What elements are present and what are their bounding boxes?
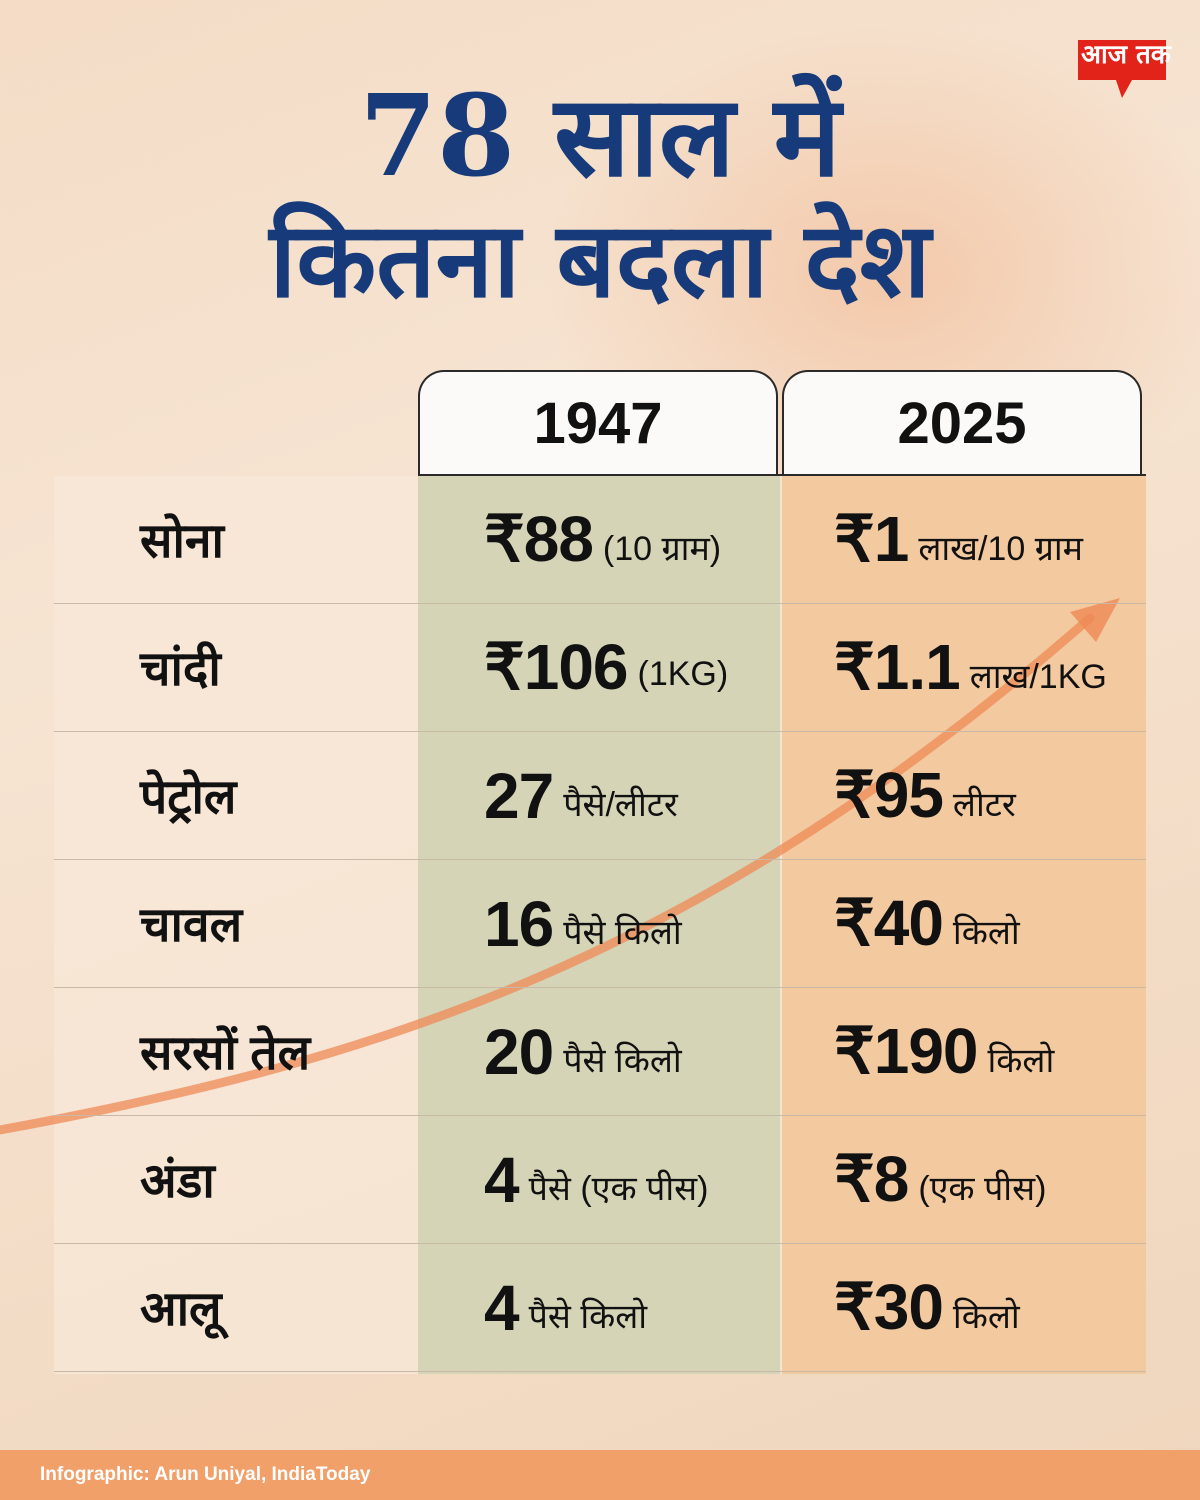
price-1947: 27 पैसे/लीटर	[484, 732, 678, 859]
price-2025-value: ₹8	[834, 1143, 909, 1215]
logo-badge-icon	[1078, 40, 1166, 98]
page-title-line2: कितना बदला देश	[269, 198, 931, 321]
price-1947: 4 पैसे (एक पीस)	[484, 1116, 708, 1243]
price-1947-unit: पैसे किलो	[563, 913, 682, 952]
page-title-line1: 78 साल में	[359, 71, 841, 202]
price-1947-value: ₹106	[484, 631, 628, 703]
price-1947-unit: पैसे किलो	[528, 1297, 648, 1336]
item-label: चावल	[140, 899, 243, 952]
price-2025: ₹8 (एक पीस)	[834, 1116, 1046, 1243]
item-label: अंडा	[140, 1155, 215, 1208]
price-2025-unit: लाख/10 ग्राम	[918, 529, 1084, 568]
column-separator	[780, 476, 782, 1374]
table-row: पेट्रोल 27 पैसे/लीटर ₹95 लीटर	[54, 732, 1146, 860]
table-row: सरसों तेल 20 पैसे किलो ₹190 किलो	[54, 988, 1146, 1116]
price-2025: ₹95 लीटर	[834, 732, 1016, 859]
price-1947: 16 पैसे किलो	[484, 860, 682, 987]
table-row: आलू 4 पैसे किलो ₹30 किलो	[54, 1244, 1146, 1372]
aajtak-logo: आज तक	[1072, 34, 1172, 104]
table-row: अंडा 4 पैसे (एक पीस) ₹8 (एक पीस)	[54, 1116, 1146, 1244]
price-2025-unit: (एक पीस)	[918, 1169, 1047, 1208]
price-2025-value: ₹1.1	[834, 631, 961, 703]
price-1947: 20 पैसे किलो	[484, 988, 682, 1115]
price-1947-value: 16	[484, 887, 554, 960]
table-row: चावल 16 पैसे किलो ₹40 किलो	[54, 860, 1146, 988]
footer-bar: Infographic: Arun Uniyal, IndiaToday	[0, 1450, 1200, 1500]
logo-text: आज तक	[1081, 40, 1171, 70]
price-2025-unit: लाख/1KG	[969, 657, 1107, 696]
column-header-2025: 2025	[782, 370, 1142, 474]
price-2025: ₹190 किलो	[834, 988, 1054, 1115]
column-1947-bg	[418, 476, 780, 1374]
table-row: सोना ₹88 (10 ग्राम) ₹1 लाख/10 ग्राम	[54, 476, 1146, 604]
price-2025: ₹1 लाख/10 ग्राम	[834, 476, 1083, 603]
item-label: चांदी	[140, 643, 221, 696]
item-label: पेट्रोल	[140, 771, 237, 824]
price-2025-value: ₹1	[834, 503, 909, 575]
price-1947-unit: (10 ग्राम)	[602, 529, 722, 568]
item-label: आलू	[140, 1283, 222, 1336]
price-2025-value: ₹190	[834, 1015, 978, 1087]
price-1947-unit: पैसे किलो	[563, 1041, 682, 1080]
table-row: चांदी ₹106 (1KG) ₹1.1 लाख/1KG	[54, 604, 1146, 732]
price-1947-unit: पैसे (एक पीस)	[528, 1169, 709, 1208]
label-column-bg	[54, 476, 418, 1374]
price-1947-value: 4	[484, 1271, 520, 1344]
price-1947-value: 4	[484, 1143, 520, 1216]
price-2025: ₹40 किलो	[834, 860, 1020, 987]
price-1947: ₹106 (1KG)	[484, 604, 728, 731]
column-header-1947: 1947	[418, 370, 778, 474]
price-2025-unit: किलो	[952, 913, 1020, 952]
price-2025-value: ₹95	[834, 759, 944, 831]
header-divider	[418, 474, 1146, 476]
price-2025-value: ₹40	[834, 887, 944, 959]
price-1947-value: 27	[484, 759, 554, 832]
price-1947-value: 20	[484, 1015, 554, 1088]
price-1947: ₹88 (10 ग्राम)	[484, 476, 721, 603]
price-1947: 4 पैसे किलो	[484, 1244, 647, 1371]
price-2025-unit: किलो	[987, 1041, 1055, 1080]
price-2025: ₹1.1 लाख/1KG	[834, 604, 1107, 731]
credit-text: Infographic: Arun Uniyal, IndiaToday	[40, 1464, 371, 1485]
price-2025-unit: किलो	[952, 1297, 1020, 1336]
item-label: सरसों तेल	[140, 1027, 311, 1080]
price-2025-unit: लीटर	[952, 785, 1016, 824]
price-1947-value: ₹88	[484, 503, 594, 575]
item-label: सोना	[140, 515, 224, 568]
price-1947-unit: पैसे/लीटर	[563, 785, 678, 824]
price-1947-unit: (1KG)	[637, 655, 729, 693]
price-2025-value: ₹30	[834, 1271, 944, 1343]
price-2025: ₹30 किलो	[834, 1244, 1020, 1371]
